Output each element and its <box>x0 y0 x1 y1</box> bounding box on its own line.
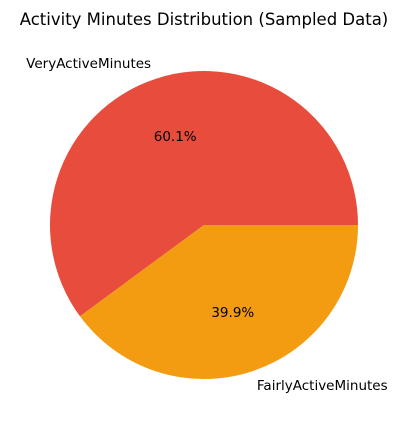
slice-percent-label-0: 60.1% <box>154 129 197 145</box>
pie-labels: VeryActiveMinutes 60.1% FairlyActiveMinute… <box>26 56 387 394</box>
slice-label-0: VeryActiveMinutes <box>26 56 151 72</box>
slice-label-1: FairlyActiveMinutes <box>257 378 388 394</box>
chart-title: Activity Minutes Distribution (Sampled D… <box>20 10 389 29</box>
pie-slices <box>50 71 359 380</box>
pie-slice-1 <box>79 225 358 380</box>
slice-percent-label-1: 39.9% <box>211 305 254 321</box>
pie-slice-0 <box>50 71 359 317</box>
